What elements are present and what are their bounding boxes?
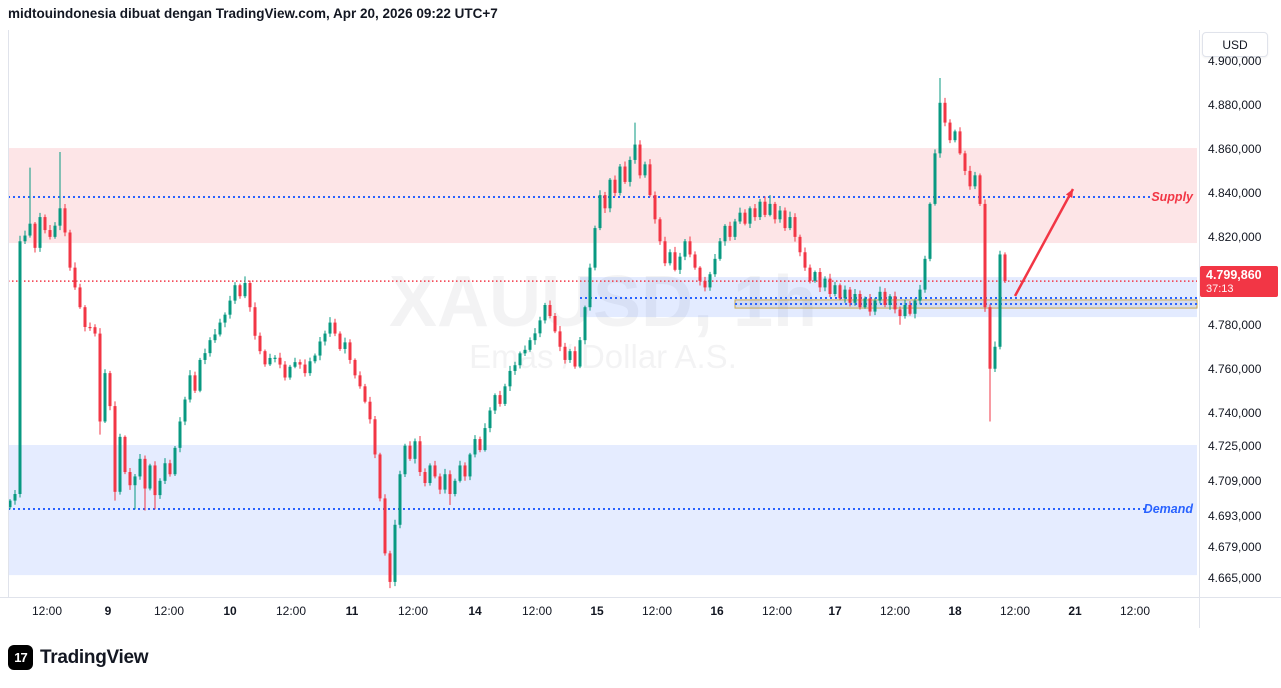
time-tick-15-597: 15 bbox=[590, 604, 604, 618]
price-tick-4665000: 4.665,000 bbox=[1208, 570, 1262, 585]
time-tick-1200-291: 12:00 bbox=[275, 604, 307, 618]
time-tick-10-230: 10 bbox=[223, 604, 237, 618]
time-tick-14-475: 14 bbox=[468, 604, 482, 618]
trend-arrow-drawing[interactable] bbox=[1013, 188, 1075, 297]
svg-text:Emas / Dollar A.S.: Emas / Dollar A.S. bbox=[469, 338, 737, 375]
supply-zone bbox=[8, 148, 1197, 244]
current-price-value: 4.799,860 bbox=[1206, 268, 1262, 283]
time-tick-1200-169: 12:00 bbox=[153, 604, 185, 618]
candles-layer[interactable] bbox=[8, 77, 1007, 589]
demand-zone bbox=[8, 445, 1197, 576]
tradingview-logo[interactable]: 17 TradingView bbox=[8, 645, 149, 670]
time-tick-1200-777: 12:00 bbox=[761, 604, 793, 618]
price-tick-4860000: 4.860,000 bbox=[1208, 141, 1262, 156]
price-tick-4880000: 4.880,000 bbox=[1208, 98, 1262, 112]
price-tick-4780000: 4.780,000 bbox=[1208, 317, 1262, 332]
time-tick-1200-413: 12:00 bbox=[397, 604, 429, 618]
price-tick-4693000: 4.693,000 bbox=[1208, 508, 1262, 523]
time-tick-1200-1015: 12:00 bbox=[999, 604, 1031, 618]
chart-attribution: midtouindonesia dibuat dengan TradingVie… bbox=[8, 6, 498, 21]
tradingview-logo-icon: 17 bbox=[8, 645, 33, 670]
zones-layer bbox=[8, 148, 1198, 576]
time-tick-17-835: 17 bbox=[828, 604, 842, 618]
time-tick-11-352: 11 bbox=[345, 604, 359, 618]
time-tick-16-717: 16 bbox=[710, 604, 724, 618]
price-tick-4740000: 4.740,000 bbox=[1208, 405, 1262, 420]
svg-text:XAUUSD, 1h: XAUUSD, 1h bbox=[389, 262, 817, 342]
price-tick-4679000: 4.679,000 bbox=[1208, 539, 1262, 554]
price-tick-4840000: 4.840,000 bbox=[1208, 185, 1262, 200]
time-tick-18-955: 18 bbox=[948, 604, 962, 618]
bar-countdown: 37:13 bbox=[1206, 282, 1234, 295]
time-tick-1200-1135: 12:00 bbox=[1119, 604, 1151, 618]
price-tick-4725000: 4.725,000 bbox=[1208, 438, 1262, 453]
tradingview-logo-text: TradingView bbox=[40, 646, 149, 668]
price-tick-4709000: 4.709,000 bbox=[1208, 473, 1262, 488]
currency-usd-button[interactable]: USD bbox=[1202, 32, 1268, 57]
demand-zone-label[interactable]: Demand bbox=[1143, 502, 1193, 516]
time-tick-9-108: 9 bbox=[104, 604, 112, 618]
lines-layer bbox=[8, 196, 1197, 510]
time-tick-1200-47: 12:00 bbox=[31, 604, 63, 618]
time-tick-1200-895: 12:00 bbox=[879, 604, 911, 618]
price-tick-4820000: 4.820,000 bbox=[1208, 229, 1262, 244]
supply-zone-label[interactable]: Supply bbox=[1151, 190, 1193, 204]
time-tick-21-1075: 21 bbox=[1068, 604, 1082, 618]
time-tick-1200-537: 12:00 bbox=[521, 604, 553, 618]
price-tick-4900000: 4.900,000 bbox=[1208, 54, 1262, 69]
axis-separators bbox=[0, 30, 1281, 628]
time-axis[interactable]: 12:00 9 12:00 10 12:00 11 12:00 14 12:00 15 12:00 1… bbox=[0, 598, 1281, 628]
price-axis[interactable]: 4.900,000 4.880,000 4.860,000 4.840,000 4.82… bbox=[1200, 30, 1281, 596]
time-tick-1200-657: 12:00 bbox=[641, 604, 673, 618]
price-tick-4760000: 4.760,000 bbox=[1208, 361, 1262, 376]
current-price-label: 4.799,860 37:13 bbox=[1200, 266, 1278, 298]
